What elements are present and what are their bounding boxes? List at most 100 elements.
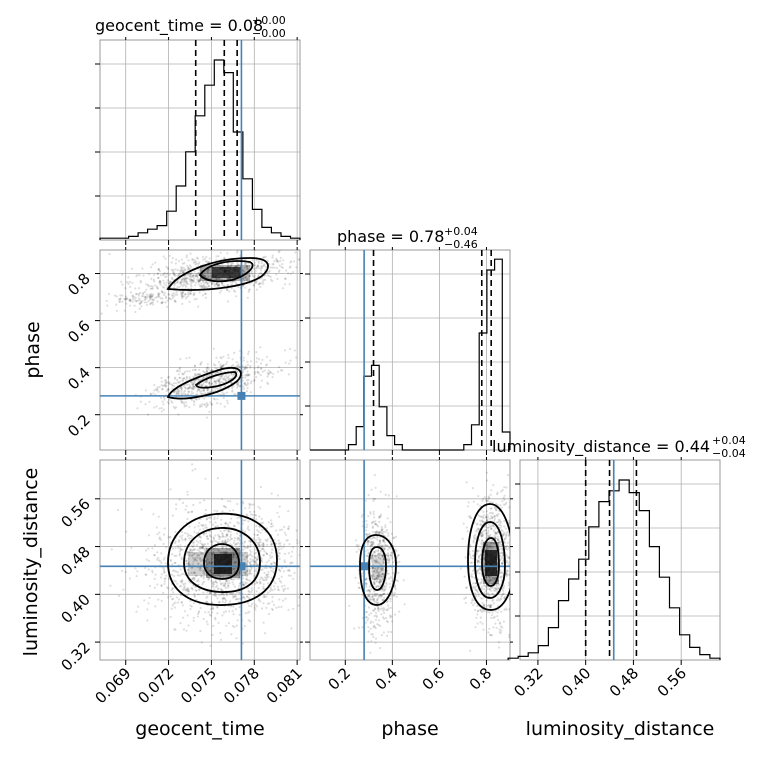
sample-point (222, 575, 225, 578)
sample-point (181, 548, 184, 551)
sample-point (477, 539, 480, 542)
sample-point (263, 594, 266, 597)
sample-point (219, 374, 222, 378)
sample-point (172, 391, 175, 394)
sample-point (370, 567, 373, 570)
sample-point (196, 554, 199, 557)
sample-point (242, 269, 245, 272)
sample-point (510, 556, 512, 558)
sample-point (184, 538, 187, 541)
sample-point (168, 296, 171, 300)
sample-point (195, 374, 198, 378)
sample-point (168, 297, 171, 300)
sample-point (397, 554, 400, 557)
sample-point (244, 366, 247, 370)
sample-point (365, 582, 368, 585)
sample-point (172, 384, 175, 388)
sample-point (203, 580, 206, 583)
sample-point (267, 373, 270, 376)
sample-point (394, 588, 397, 591)
sample-point (472, 500, 475, 503)
sample-point (173, 569, 176, 572)
sample-point (473, 586, 476, 590)
sample-point (231, 555, 234, 558)
sample-point (180, 601, 183, 604)
sample-point (192, 544, 195, 547)
sample-point (375, 574, 378, 578)
sample-point (496, 537, 499, 540)
sample-point (496, 521, 499, 524)
sample-point (156, 300, 159, 303)
sample-point (243, 583, 247, 586)
sample-point (371, 553, 374, 557)
sample-point (365, 519, 368, 523)
sample-point (259, 600, 262, 603)
sample-point (367, 640, 370, 643)
sample-point (478, 561, 481, 564)
sample-point (229, 265, 232, 268)
sample-point (226, 540, 229, 543)
sample-point (205, 404, 209, 407)
sample-point (183, 262, 186, 265)
sample-point (267, 275, 271, 278)
sample-point (218, 537, 221, 541)
sample-point (296, 539, 299, 542)
sample-point (485, 516, 488, 519)
sample-point (199, 552, 202, 556)
sample-point (181, 269, 184, 272)
sample-point (206, 369, 209, 372)
sample-point (232, 583, 235, 586)
sample-point (183, 586, 186, 589)
sample-point (288, 266, 291, 269)
sample-point (208, 410, 211, 413)
sample-point (246, 544, 250, 548)
sample-point (292, 607, 295, 610)
sample-point (247, 619, 250, 622)
sample-point (224, 522, 227, 525)
sample-point (490, 616, 493, 620)
sample-point (229, 521, 232, 524)
sample-point (246, 595, 249, 599)
sample-point (476, 560, 479, 563)
sample-point (483, 591, 486, 595)
sample-point (250, 560, 253, 563)
sample-point (238, 570, 242, 574)
sample-point (500, 544, 503, 547)
sample-point (176, 286, 179, 289)
sample-point (253, 606, 256, 609)
sample-point (357, 544, 360, 547)
sample-point (267, 573, 270, 576)
sample-point (236, 619, 239, 622)
sample-point (235, 295, 238, 298)
sample-point (220, 380, 223, 383)
sample-point (370, 612, 373, 615)
sample-point (180, 390, 183, 393)
sample-point (212, 363, 216, 366)
sample-point (370, 522, 373, 525)
sample-point (353, 627, 356, 630)
sample-point (230, 373, 233, 376)
sample-point (246, 587, 249, 590)
sample-point (251, 558, 254, 561)
sample-point (194, 275, 197, 278)
sample-point (205, 375, 208, 378)
sample-point (470, 517, 473, 520)
sample-point (157, 390, 160, 393)
sample-point (187, 387, 190, 390)
sample-point (299, 576, 300, 579)
sample-point (473, 602, 476, 605)
sample-point (227, 376, 230, 379)
sample-point (221, 551, 224, 554)
sample-point (158, 407, 161, 410)
sample-point (248, 572, 251, 575)
sample-point (378, 540, 382, 543)
sample-point (265, 527, 269, 530)
sample-point (235, 591, 238, 594)
sample-point (168, 535, 171, 538)
sample-point (157, 293, 160, 296)
sample-point (203, 371, 206, 374)
sample-point (157, 276, 160, 279)
sample-point (193, 277, 196, 280)
sample-point (224, 379, 227, 382)
sample-point (372, 497, 375, 500)
